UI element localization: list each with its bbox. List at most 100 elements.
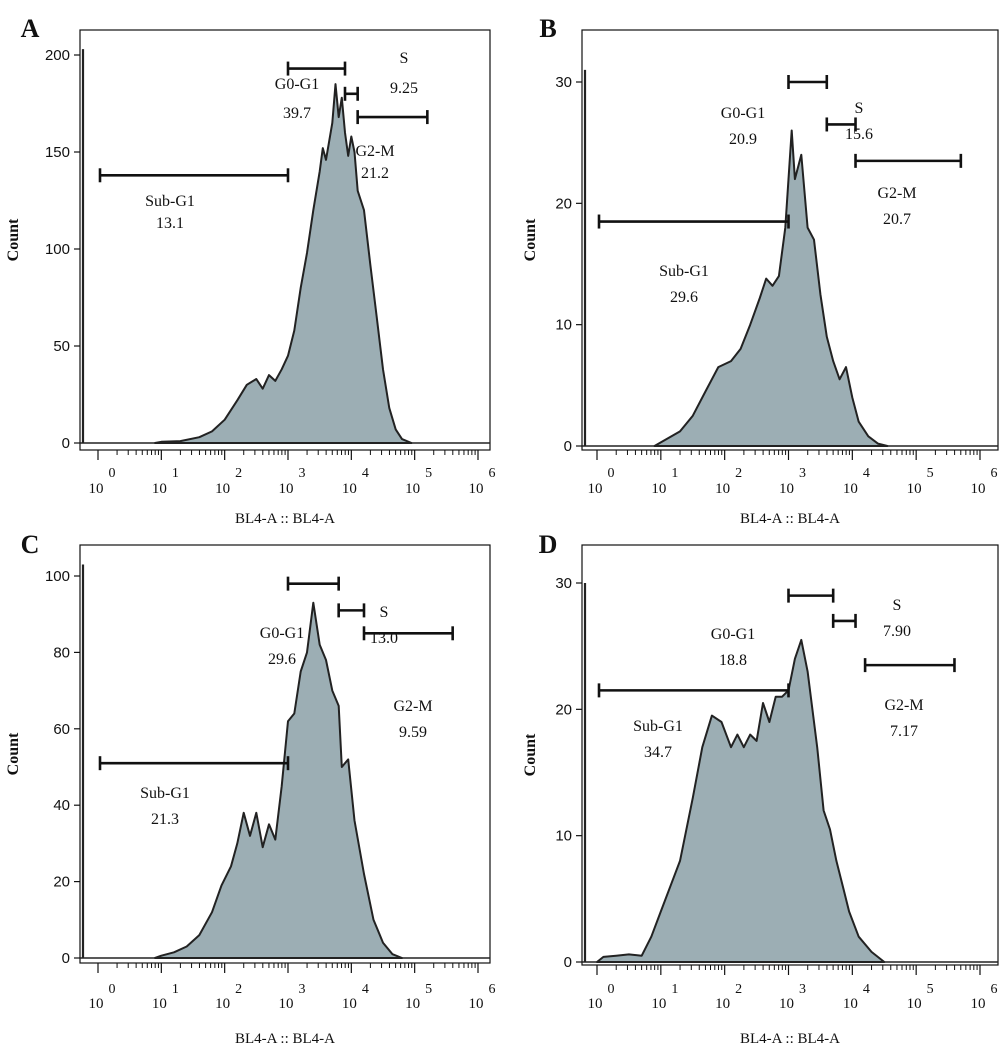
x-tick-exponent: 5 [425, 982, 432, 997]
gate-percent: 21.3 [151, 811, 179, 828]
gate-name: G2-M [355, 143, 394, 160]
y-tick-label: 0 [62, 435, 70, 452]
gate-s[interactable]: S 9.25 [343, 50, 418, 101]
y-tick-label: 150 [45, 144, 70, 161]
gate-name: S [893, 597, 902, 614]
x-tick-base: 10 [588, 481, 603, 497]
gate-name: G0-G1 [711, 626, 755, 643]
y-tick-label: 60 [53, 721, 70, 738]
gate-g2-m[interactable]: G2-M 21.2 [355, 110, 429, 182]
gate-percent: 29.6 [268, 651, 296, 668]
x-tick-base: 10 [405, 481, 420, 497]
x-tick-base: 10 [843, 481, 858, 497]
y-tick-label: 0 [62, 950, 70, 967]
gate-percent: 39.7 [283, 105, 311, 122]
y-tick-label: 10 [555, 828, 572, 845]
gate-name: G2-M [884, 697, 923, 714]
x-tick-exponent: 6 [991, 982, 998, 997]
gate-name: G0-G1 [721, 105, 765, 122]
x-tick-exponent: 5 [425, 466, 432, 481]
x-axis-label: BL4-A :: BL4-A [740, 1031, 840, 1047]
x-tick-base: 10 [469, 481, 484, 497]
gate-percent: 34.7 [644, 744, 672, 761]
x-tick-base: 10 [715, 996, 730, 1012]
gate-percent: 9.25 [390, 80, 418, 97]
gate-percent: 7.17 [890, 723, 918, 740]
x-tick-base: 10 [215, 481, 230, 497]
histogram-area [653, 129, 889, 447]
x-tick-base: 10 [843, 996, 858, 1012]
gate-s[interactable]: S 7.90 [831, 597, 911, 640]
gate-name: Sub-G1 [633, 718, 683, 735]
x-tick-base: 10 [651, 481, 666, 497]
y-tick-label: 20 [555, 195, 572, 212]
y-tick-label: 30 [555, 74, 572, 91]
y-tick-label: 30 [555, 575, 572, 592]
x-tick-exponent: 0 [608, 982, 615, 997]
y-tick-label: 100 [45, 241, 70, 258]
x-tick-base: 10 [215, 996, 230, 1012]
y-tick-label: 20 [53, 874, 70, 891]
gate-s[interactable]: S13.0 [337, 603, 398, 647]
gate-g0-g1[interactable]: G0-G1 20.9 [721, 75, 829, 148]
gate-name: G0-G1 [260, 625, 304, 642]
gate-name: G0-G1 [275, 76, 319, 93]
x-tick-exponent: 0 [608, 466, 615, 481]
x-tick-exponent: 3 [799, 466, 806, 481]
x-tick-exponent: 1 [671, 466, 678, 481]
gate-sub-g1[interactable]: Sub-G1 13.1 [98, 168, 290, 232]
gate-g2-m[interactable]: G2-M 9.59 [362, 626, 454, 741]
gate-name: S [380, 604, 389, 621]
gate-g2-m[interactable]: G2-M 20.7 [854, 153, 963, 228]
y-tick-label: 200 [45, 47, 70, 64]
panel-letter: C [21, 530, 40, 559]
y-tick-label: 10 [555, 317, 572, 334]
y-tick-label: 40 [53, 797, 70, 814]
x-tick-base: 10 [152, 996, 167, 1012]
gate-s[interactable]: S 15.6 [825, 100, 873, 143]
y-axis-label: Count [522, 218, 539, 261]
gate-percent: 7.90 [883, 623, 911, 640]
gate-name: G2-M [877, 185, 916, 202]
x-tick-exponent: 4 [863, 466, 870, 481]
x-tick-exponent: 0 [109, 982, 116, 997]
gate-percent: 18.8 [719, 652, 747, 669]
x-tick-base: 10 [971, 481, 986, 497]
gate-percent: 13.1 [156, 215, 184, 232]
y-axis-label: Count [5, 218, 22, 261]
y-tick-label: 80 [53, 644, 70, 661]
plot-frame [581, 29, 999, 451]
x-axis-label: BL4-A :: BL4-A [235, 1031, 335, 1047]
y-tick-label: 50 [53, 338, 70, 355]
gate-g0-g1[interactable]: G0-G1 18.8 [711, 588, 835, 669]
x-tick-exponent: 5 [927, 466, 934, 481]
panel-letter: B [539, 14, 556, 43]
gate-sub-g1[interactable]: Sub-G1 34.7 [597, 683, 790, 761]
x-tick-base: 10 [405, 996, 420, 1012]
x-tick-exponent: 3 [299, 466, 306, 481]
gate-sub-g1[interactable]: Sub-G1 21.3 [98, 756, 290, 828]
gate-g0-g1[interactable]: G0-G1 29.6 [260, 576, 340, 668]
histogram-area [596, 638, 886, 963]
gate-g2-m[interactable]: G2-M 7.17 [863, 658, 956, 740]
y-tick-label: 100 [45, 568, 70, 585]
gate-name: Sub-G1 [140, 785, 190, 802]
x-tick-exponent: 6 [991, 466, 998, 481]
gate-name: S [400, 50, 409, 67]
x-tick-base: 10 [907, 481, 922, 497]
gate-percent: 15.6 [845, 126, 873, 143]
gate-sub-g1[interactable]: Sub-G1 29.6 [597, 214, 790, 306]
x-tick-exponent: 6 [489, 466, 496, 481]
gate-g0-g1[interactable]: G0-G1 39.7 [275, 61, 347, 122]
gate-percent: 29.6 [670, 289, 698, 306]
panel-c: C020406080100100101102103104105106BL4-A … [5, 530, 496, 1047]
x-tick-base: 10 [342, 481, 357, 497]
gate-percent: 20.9 [729, 131, 757, 148]
y-tick-label: 0 [564, 438, 572, 455]
histogram-area [154, 83, 413, 444]
histogram-area [154, 601, 403, 959]
x-tick-exponent: 6 [489, 982, 496, 997]
gate-name: Sub-G1 [659, 263, 709, 280]
